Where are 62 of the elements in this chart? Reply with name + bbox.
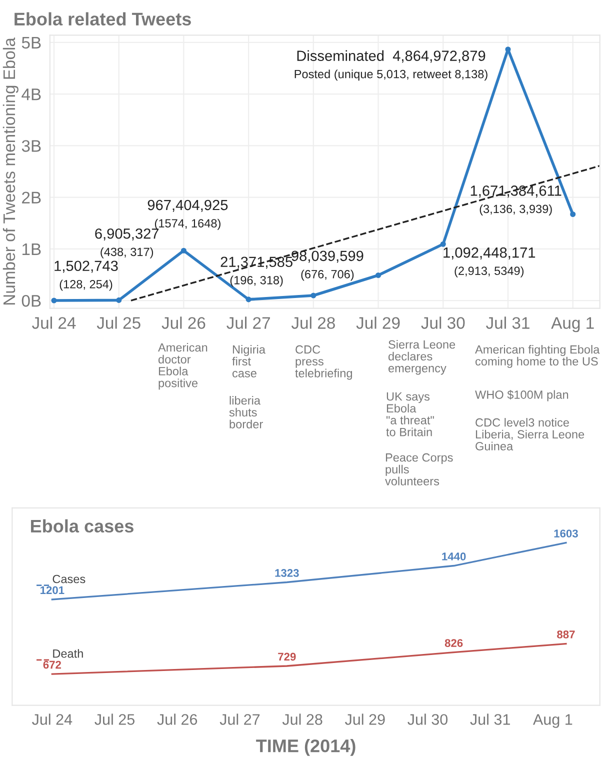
x-tick-label: Jul 25 <box>96 316 140 329</box>
point <box>570 211 576 218</box>
y-axis-title: Number of Tweets mentioning Ebola <box>2 38 18 305</box>
text: CDC level3 notice Liberia, Sierra Leone Guinea <box>476 418 584 450</box>
x-tick-label: Aug 1 <box>551 317 594 332</box>
data-label: 1201 <box>40 586 64 594</box>
text: Nigiria first case <box>232 345 266 378</box>
data-label: 98,039,599 (676, 706) <box>292 250 364 281</box>
x-tick-label: Jul 25 <box>94 714 135 725</box>
text: Peace Corps pulls volunteers <box>385 453 453 486</box>
legend-label: Cases <box>52 574 86 584</box>
x-tick-label: Jul 27 <box>226 316 270 329</box>
data-label: 729 <box>278 652 296 661</box>
x-tick-label: Jul 28 <box>291 316 335 329</box>
y-tick-label: 5B <box>22 36 41 49</box>
chart-title: Ebola related Tweets <box>14 12 191 26</box>
x-tick-label: Jul 26 <box>157 714 198 725</box>
data-label: 1323 <box>275 569 299 577</box>
point <box>375 272 382 278</box>
chart-title: Ebola cases <box>31 519 134 533</box>
y-tick-label: 4B <box>22 88 41 100</box>
data-label: 6,905,327 (438, 317) <box>95 228 159 258</box>
y-tick-label: 0B <box>22 294 41 307</box>
y-tick-label: 2B <box>22 192 41 204</box>
x-tick-label: Jul 28 <box>282 714 322 725</box>
x-tick-label: Jul 29 <box>356 316 400 329</box>
text: WHO $100M plan <box>475 390 568 402</box>
point <box>310 292 316 298</box>
x-tick-label: Jul 30 <box>421 316 465 329</box>
x-tick-label: Jul 31 <box>470 714 510 725</box>
point <box>246 296 252 302</box>
data-label: 887 <box>557 630 575 638</box>
data-label: 826 <box>444 639 463 647</box>
x-tick-label: Jul 24 <box>32 714 72 725</box>
x-tick-label: Jul 31 <box>486 316 530 329</box>
text: UK says Ebola "a threat" to Britain <box>386 392 434 436</box>
text: CDC press telebriefing <box>295 345 352 380</box>
x-tick-label: Jul 30 <box>408 714 448 725</box>
y-tick-label: 1B <box>22 243 41 255</box>
data-label: 967,404,925 (1574, 1648) <box>148 200 228 230</box>
data-label: 672 <box>43 660 61 669</box>
point <box>440 241 446 247</box>
x-tick-label: Jul 26 <box>162 316 206 329</box>
x-tick-label: Jul 24 <box>32 316 76 329</box>
data-label: 1603 <box>554 530 578 538</box>
point <box>116 297 122 303</box>
data-label: 1,092,448,171 (2,913, 5349) <box>444 247 536 278</box>
y-tick-label: 3B <box>22 140 41 152</box>
legend-label: Death <box>53 649 83 658</box>
text: liberia shuts border <box>229 396 263 428</box>
x-axis-title: TIME (2014) <box>256 739 356 756</box>
data-label: 1440 <box>442 552 466 560</box>
point <box>51 298 57 304</box>
text: American fighting Ebola coming home to the US <box>475 345 600 368</box>
text: Sierra Leone declares emergency <box>388 340 456 375</box>
text: American doctor Ebola positive <box>158 343 208 390</box>
x-tick-label: Jul 27 <box>220 714 260 725</box>
data-label: Disseminated 4,864,972,879 Posted (unique 5,013, retweet 8,138) <box>294 50 488 81</box>
x-tick-label: Jul 29 <box>344 714 385 725</box>
point <box>180 248 186 254</box>
data-label: 1,502,743 (128, 254) <box>54 260 118 291</box>
x-tick-label: Aug 1 <box>532 714 572 728</box>
